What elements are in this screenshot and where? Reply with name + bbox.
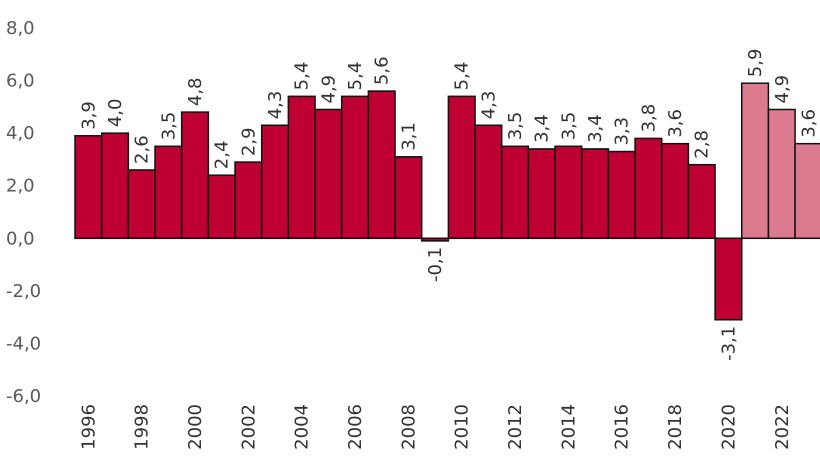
x-tick-label: 2014 [558, 404, 579, 450]
data-label-2016: 3,3 [612, 117, 633, 146]
data-label-2013: 3,4 [532, 114, 553, 143]
bar-2011 [474, 124, 503, 240]
bar-2020 [714, 237, 743, 321]
bar-2010 [447, 95, 476, 240]
data-label-2007: 5,6 [372, 56, 393, 85]
x-tick-label: 2022 [772, 404, 793, 450]
y-tick-label: 2,0 [6, 176, 35, 197]
data-label-2009: -0,1 [425, 247, 446, 282]
x-tick-label: 2018 [665, 404, 686, 450]
data-label-2023: 3,6 [798, 109, 819, 138]
bar-2022 [767, 108, 796, 240]
bars [74, 82, 820, 321]
data-label-2004: 5,4 [292, 62, 313, 91]
x-tick-label: 2002 [238, 404, 259, 450]
y-tick-label: 6,0 [6, 71, 35, 92]
y-tick-label: 0,0 [6, 228, 35, 249]
data-label-2006: 5,4 [345, 62, 366, 91]
data-label-2021: 5,9 [745, 49, 766, 78]
bar-1996 [74, 135, 103, 240]
data-label-1998: 2,6 [132, 135, 153, 164]
data-labels: 3,9 4,02,63,54,82,4 2,94,35,4 4,9 5,4 5,63,1-… [78, 49, 819, 361]
data-label-2010: 5,4 [452, 62, 473, 91]
x-tick-label: 2000 [185, 404, 206, 450]
bar-2015 [580, 148, 610, 240]
y-tick-label: 4,0 [6, 123, 35, 144]
bar-2013 [527, 148, 556, 240]
x-tick-label: 2006 [345, 404, 366, 450]
data-label-2012: 3,5 [505, 112, 526, 141]
bar-2021 [741, 82, 770, 240]
data-label-2020: -3,1 [718, 326, 739, 361]
bar-2008 [394, 156, 423, 240]
y-tick-label: 8,0 [6, 18, 35, 39]
bar-2012 [500, 145, 530, 240]
x-tick-label: 2010 [452, 404, 473, 450]
y-axis: 8,0 6,0 4,0 2,0 0,0 -2,0 -4,0 -6,0 [6, 18, 41, 407]
bar-1998 [127, 169, 156, 240]
data-label-2005: 4,9 [318, 75, 339, 104]
y-tick-label: -6,0 [6, 386, 41, 407]
data-label-2008: 3,1 [398, 122, 419, 151]
data-label-2019: 2,8 [692, 130, 713, 159]
bar-2014 [554, 145, 583, 240]
bar-2019 [687, 163, 716, 240]
data-label-2014: 3,5 [558, 112, 579, 141]
bar-2016 [607, 150, 636, 240]
y-tick-label: -4,0 [6, 333, 41, 354]
bar-2001 [207, 174, 236, 240]
bar-2002 [234, 161, 263, 240]
data-label-2001: 2,4 [212, 141, 233, 170]
bar-2018 [660, 142, 690, 240]
data-label-2015: 3,4 [585, 114, 606, 143]
data-label-2002: 2,9 [238, 127, 259, 156]
bar-2003 [260, 124, 290, 240]
data-label-2017: 3,8 [638, 104, 659, 133]
bar-2006 [340, 95, 370, 240]
x-tick-label: 2020 [718, 404, 739, 450]
bar-2004 [287, 95, 316, 240]
data-label-2018: 3,6 [665, 109, 686, 138]
data-label-1997: 4,0 [105, 99, 126, 128]
bar-2017 [634, 137, 663, 240]
data-label-1996: 3,9 [78, 101, 99, 130]
x-tick-label: 2008 [398, 404, 419, 450]
x-tick-label: 2004 [292, 404, 313, 450]
data-label-2011: 4,3 [478, 91, 499, 120]
data-label-2003: 4,3 [265, 91, 286, 120]
y-tick-label: -2,0 [6, 281, 41, 302]
data-label-1999: 3,5 [158, 112, 179, 141]
data-label-2000: 4,8 [185, 77, 206, 106]
bar-2009 [420, 237, 450, 242]
bar-1997 [100, 132, 130, 240]
bar-1999 [154, 145, 183, 240]
bar-2007 [367, 90, 396, 240]
x-tick-label: 2012 [505, 404, 526, 450]
data-label-2022: 4,9 [772, 75, 793, 104]
x-tick-label: 1996 [78, 404, 99, 450]
x-axis: 1996 1998 2000 2002 2004 2006 2008 2010 2012 2014… [78, 404, 792, 450]
x-tick-label: 1998 [132, 404, 153, 450]
x-tick-label: 2016 [612, 404, 633, 450]
bar-2023 [794, 142, 820, 240]
bar-2005 [314, 108, 343, 240]
bar-2000 [180, 111, 210, 240]
